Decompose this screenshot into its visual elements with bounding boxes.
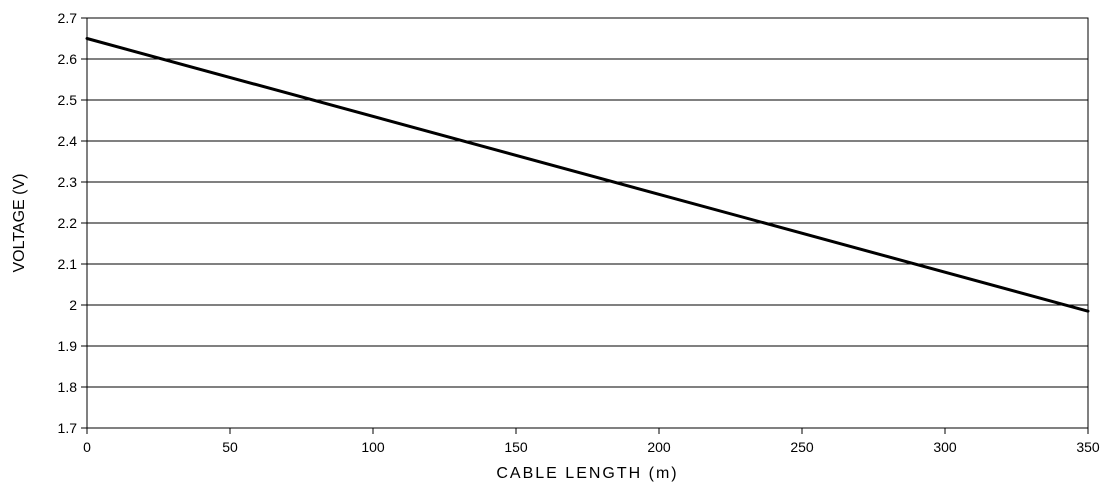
y-tick-label: 2.3 — [58, 174, 78, 190]
x-tick-label: 100 — [361, 439, 385, 455]
x-tick-label: 300 — [933, 439, 957, 455]
y-axis-title: VOLTAGE (V) — [11, 174, 28, 273]
series-line — [85, 37, 1090, 313]
y-tick-label: 2.6 — [58, 51, 78, 67]
x-tick-label: 200 — [647, 439, 671, 455]
y-tick-label: 2 — [69, 297, 77, 313]
y-tick-label: 1.7 — [58, 420, 78, 436]
y-tick-label: 2.4 — [58, 133, 78, 149]
y-tick-label: 2.7 — [58, 10, 78, 26]
y-tick-label: 2.1 — [58, 256, 78, 272]
y-tick-label: 2.2 — [58, 215, 78, 231]
x-tick-label: 50 — [222, 439, 238, 455]
series-layer — [85, 37, 1090, 313]
x-tick-label: 350 — [1076, 439, 1100, 455]
x-tick-label: 150 — [504, 439, 528, 455]
x-axis-ticks: 0 50 100 150 200 250 300 350 — [83, 428, 1100, 455]
y-tick-label: 1.9 — [58, 338, 78, 354]
y-axis-ticks: 1.7 1.8 1.9 2 2.1 2.2 2.3 2.4 2.5 2.6 2.7 — [58, 10, 87, 436]
y-tick-label: 1.8 — [58, 379, 78, 395]
x-axis-title: CABLE LENGTH (m) — [496, 465, 678, 482]
x-tick-label: 0 — [83, 439, 91, 455]
x-tick-label: 250 — [790, 439, 814, 455]
y-tick-label: 2.5 — [58, 92, 78, 108]
